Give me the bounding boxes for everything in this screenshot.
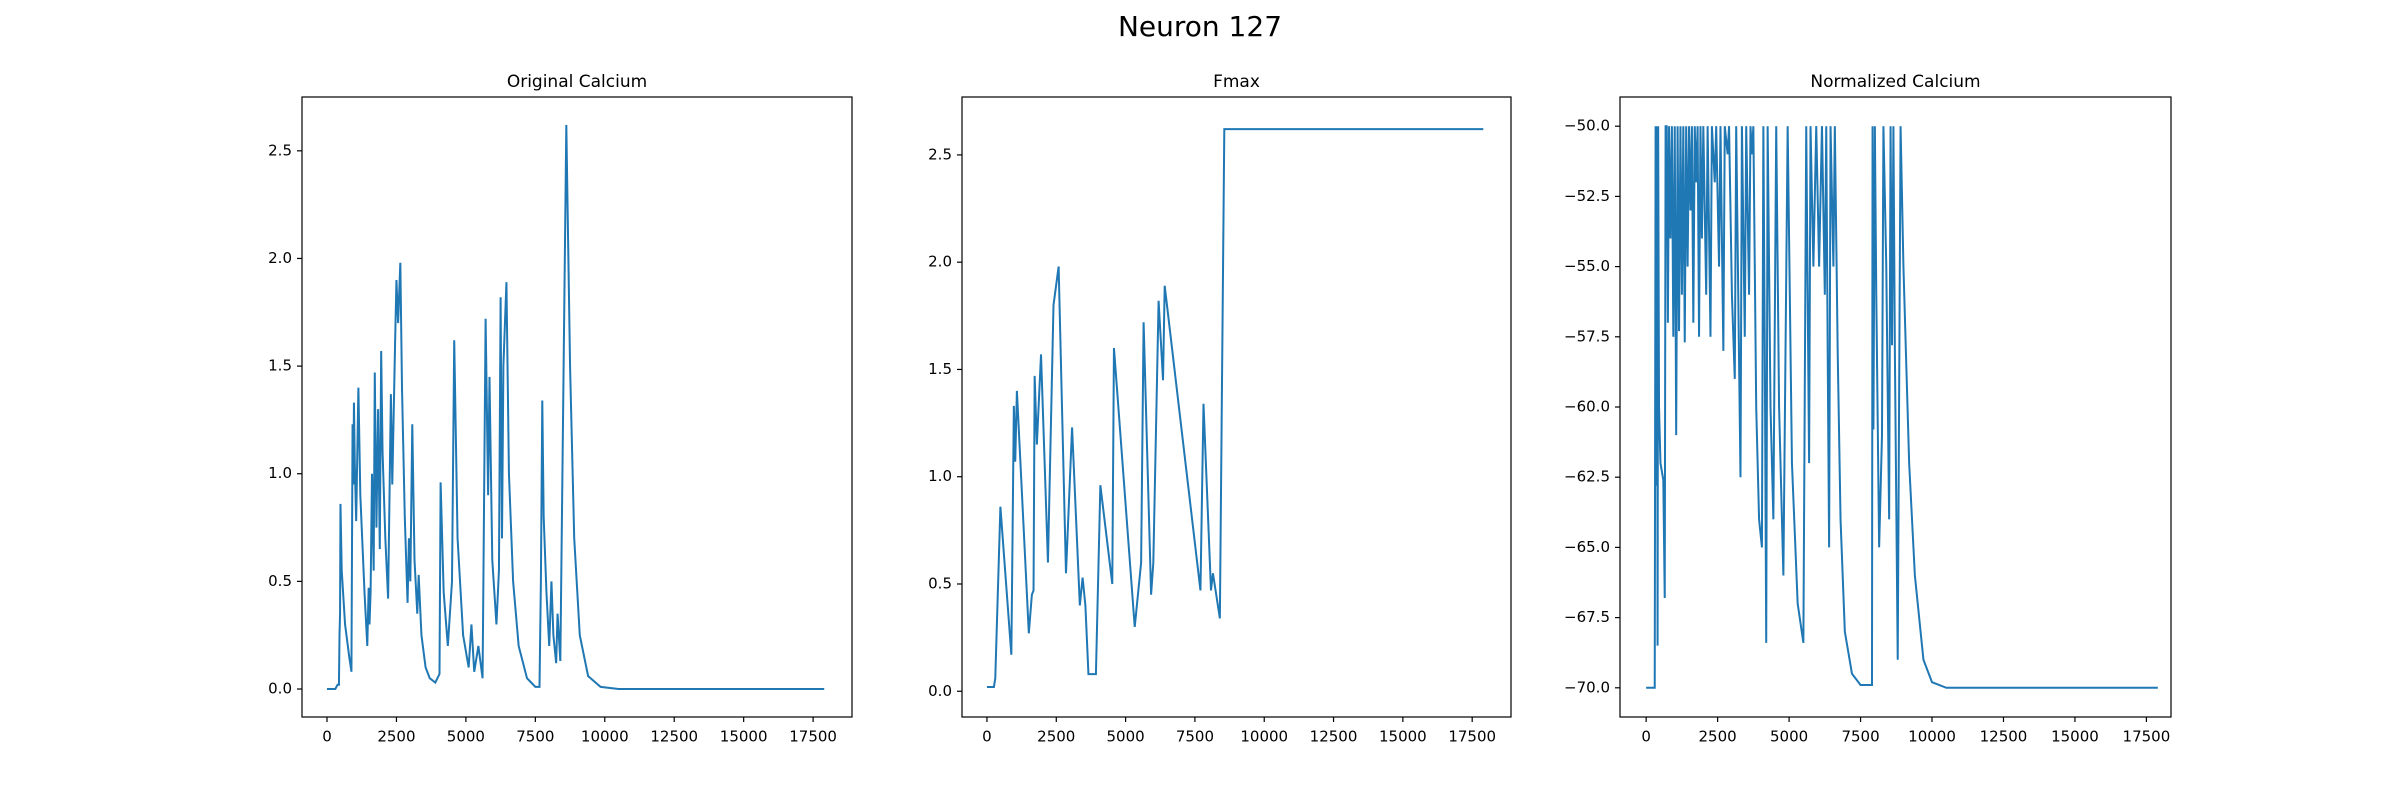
y-tick-label: −55.0 xyxy=(1564,257,1610,275)
axes-title: Fmax xyxy=(1213,72,1260,92)
x-tick-label: 0 xyxy=(1641,728,1651,746)
y-tick-label: 1.5 xyxy=(268,357,292,375)
x-tick-label: 12500 xyxy=(650,728,698,746)
data-line xyxy=(986,128,1484,688)
x-tick-label: 2500 xyxy=(1037,728,1075,746)
x-tick-label: 17500 xyxy=(1448,728,1496,746)
y-tick-label: −70.0 xyxy=(1564,678,1610,696)
y-tick-label: 1.5 xyxy=(928,360,952,378)
x-tick-label: 17500 xyxy=(2123,728,2171,746)
x-tick-label: 10000 xyxy=(1240,728,1288,746)
y-tick-label: 0.5 xyxy=(268,572,292,590)
x-tick-label: 5000 xyxy=(447,728,485,746)
axes-frame xyxy=(1619,96,2172,718)
y-tick-label: 1.0 xyxy=(928,467,952,485)
axes-title: Normalized Calcium xyxy=(1810,72,1980,92)
y-tick-label: 1.0 xyxy=(268,464,292,482)
x-tick-label: 12500 xyxy=(1310,728,1358,746)
x-tick-label: 7500 xyxy=(516,728,554,746)
x-tick-label: 10000 xyxy=(581,728,629,746)
axes-frame xyxy=(301,96,853,718)
x-tick-label: 0 xyxy=(322,728,332,746)
axes-title: Original Calcium xyxy=(507,72,647,92)
y-tick-label: −50.0 xyxy=(1564,117,1610,135)
x-tick-label: 10000 xyxy=(1908,728,1956,746)
y-tick-label: 2.0 xyxy=(928,253,952,271)
y-tick-label: 0.5 xyxy=(928,574,952,592)
y-tick-label: 2.0 xyxy=(268,249,292,267)
y-tick-label: 2.5 xyxy=(928,145,952,163)
x-tick-label: 5000 xyxy=(1770,728,1808,746)
x-tick-label: 5000 xyxy=(1106,728,1144,746)
data-line xyxy=(327,124,825,691)
y-tick-label: 0.0 xyxy=(268,680,292,698)
x-tick-label: 15000 xyxy=(720,728,768,746)
x-tick-label: 0 xyxy=(982,728,992,746)
x-tick-label: 15000 xyxy=(2051,728,2099,746)
y-tick-label: −57.5 xyxy=(1564,327,1610,345)
y-tick-label: −67.5 xyxy=(1564,608,1610,626)
x-tick-label: 2500 xyxy=(1699,728,1737,746)
figure-title: Neuron 127 xyxy=(1118,10,1282,43)
x-tick-label: 15000 xyxy=(1379,728,1427,746)
x-tick-label: 12500 xyxy=(1980,728,2028,746)
y-tick-label: 0.0 xyxy=(928,682,952,700)
x-tick-label: 2500 xyxy=(377,728,415,746)
y-tick-label: 2.5 xyxy=(268,141,292,159)
y-tick-label: −52.5 xyxy=(1564,187,1610,205)
axes-frame xyxy=(961,96,1512,718)
x-tick-label: 17500 xyxy=(789,728,837,746)
data-line xyxy=(1646,125,2158,689)
y-tick-label: −65.0 xyxy=(1564,538,1610,556)
y-tick-label: −60.0 xyxy=(1564,398,1610,416)
x-tick-label: 7500 xyxy=(1841,728,1879,746)
x-tick-label: 7500 xyxy=(1176,728,1214,746)
y-tick-label: −62.5 xyxy=(1564,468,1610,486)
